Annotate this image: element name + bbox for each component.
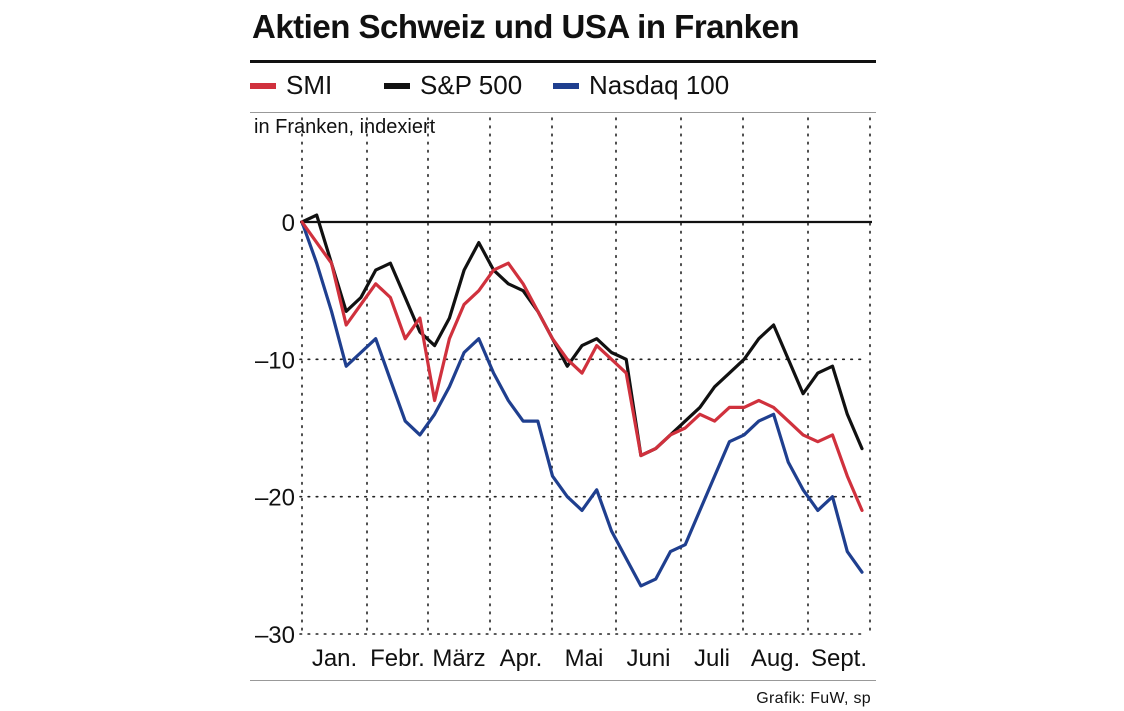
series-line-sp500 [300, 213, 864, 458]
y-tick-label: –30 [255, 622, 295, 649]
x-tick-label: Mai [565, 645, 604, 672]
legend-label-sp500: S&P 500 [420, 70, 523, 100]
x-tick-label: Jan. [312, 645, 357, 672]
legend-swatch-sp500 [384, 82, 410, 89]
x-tick-label: Apr. [500, 645, 543, 672]
footer-rule [250, 680, 876, 681]
legend-swatch-nasdaq100 [553, 82, 579, 89]
title-rule [250, 60, 876, 63]
legend-item-sp500: S&P 500 [384, 70, 522, 101]
y-tick-label: 0 [282, 210, 295, 237]
legend-label-smi: SMI [286, 70, 333, 100]
series-line-smi [300, 220, 864, 512]
source-credit: Grafik: FuW, sp [756, 690, 871, 707]
x-tick-label: Juni [626, 645, 670, 672]
unit-label: in Franken, indexiert [254, 116, 436, 138]
legend-swatch-smi [250, 82, 276, 89]
legend-rule [250, 112, 876, 113]
y-tick-label: –20 [255, 485, 295, 512]
x-tick-label: Aug. [751, 645, 800, 672]
x-tick-label: Sept. [811, 645, 867, 672]
x-tick-label: März [432, 645, 485, 672]
legend-item-smi: SMI [250, 70, 332, 101]
legend-item-nasdaq100: Nasdaq 100 [553, 70, 729, 101]
legend-label-nasdaq100: Nasdaq 100 [589, 70, 730, 100]
x-tick-label: Febr. [370, 645, 425, 672]
y-tick-label: –10 [255, 347, 295, 374]
chart-title: Aktien Schweiz und USA in Franken [252, 8, 800, 45]
series-line-nasdaq100 [300, 220, 864, 588]
x-tick-label: Juli [694, 645, 730, 672]
